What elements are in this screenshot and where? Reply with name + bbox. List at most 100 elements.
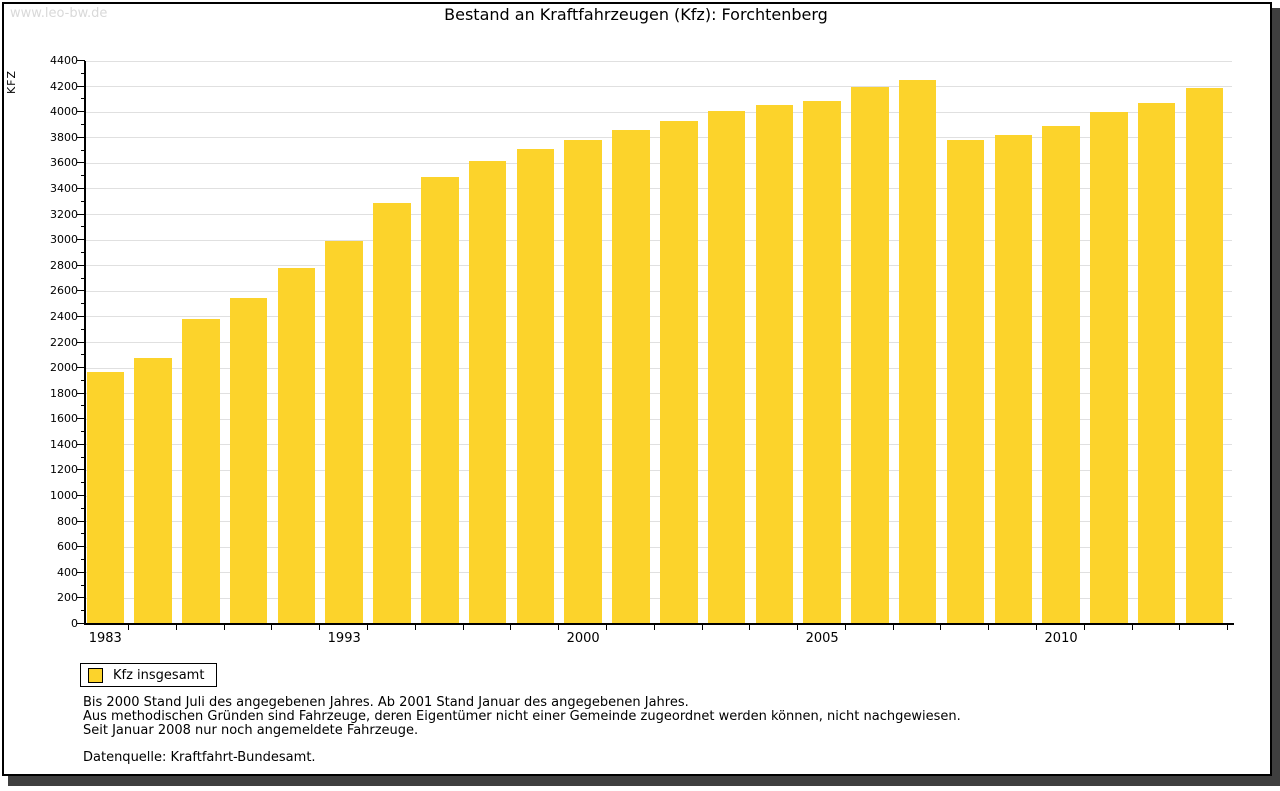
footnote-line: Aus methodischen Gründen sind Fahrzeuge,… [83,709,961,724]
footnote-line: Seit Januar 2008 nur noch angemeldete Fa… [83,723,419,738]
y-tick-label: 1800 [50,386,78,400]
x-tick [175,624,177,630]
gridline [86,572,1232,574]
y-major-tick [77,111,85,113]
gridline [86,393,1232,395]
y-minor-tick [81,456,85,458]
bar-2001 [612,130,650,624]
y-major-tick [77,495,85,497]
y-major-tick [77,290,85,292]
bar-2002 [660,121,698,624]
legend-swatch [88,667,103,683]
y-minor-tick [81,507,85,509]
x-tick [319,624,321,630]
y-minor-tick [81,610,85,612]
x-tick [558,624,560,630]
y-minor-tick [81,251,85,253]
y-tick-label: 3000 [50,233,78,247]
y-major-tick [77,239,85,241]
data-source: Datenquelle: Kraftfahrt-Bundesamt. [83,750,316,765]
bar-1987 [182,319,220,624]
gridline [86,86,1232,88]
x-tick [940,624,942,630]
gridline [86,444,1232,446]
bar-2005 [803,101,841,624]
frame-shadow-right [1272,8,1280,786]
y-minor-tick [81,175,85,177]
bar-2008 [946,140,985,624]
y-major-tick [77,418,85,420]
y-tick-label: 1400 [50,437,78,451]
bar-2006 [851,87,889,624]
bar-1985 [134,358,172,624]
y-major-tick [77,315,85,317]
bar-1998 [468,161,507,624]
bar-1983 [86,372,124,624]
x-tick [892,624,894,630]
y-tick-label: 800 [57,514,78,528]
x-tick [844,624,846,630]
y-major-tick [77,341,85,343]
gridline [86,521,1232,523]
bar-2000 [564,140,602,624]
footnote-line: Bis 2000 Stand Juli des angegebenen Jahr… [83,695,689,710]
watermark: www.leo-bw.de [10,6,108,21]
y-major-tick [77,162,85,164]
y-tick-label: 3600 [50,156,78,170]
y-minor-tick [81,200,85,202]
y-minor-tick [81,379,85,381]
x-tick [1131,624,1133,630]
y-tick-label: 400 [57,565,78,579]
y-major-tick [77,623,85,624]
y-tick-label: 4200 [50,79,78,93]
bar-1991 [277,268,316,624]
y-major-tick [77,443,85,445]
x-tick [749,624,751,630]
y-major-tick [77,136,85,138]
x-tick [271,624,273,630]
bar-1989 [229,298,268,624]
gridline [86,290,1232,292]
x-tick [462,624,464,630]
bar-2012 [1137,103,1176,624]
gridline [86,469,1232,471]
x-tick [797,624,799,630]
gridline [86,546,1232,548]
x-tick-label: 1983 [88,631,122,646]
y-axis-line [84,61,86,625]
gridline [86,316,1232,318]
y-tick-label: 1600 [50,412,78,426]
x-tick [414,624,416,630]
y-tick-label: 600 [57,540,78,554]
x-tick-label: 1993 [327,631,361,646]
gridline [86,265,1232,267]
x-tick [1036,624,1038,630]
x-tick-label: 2000 [566,631,600,646]
y-minor-tick [81,123,85,125]
y-minor-tick [81,354,85,356]
y-major-tick [77,520,85,522]
y-major-tick [77,264,85,266]
y-tick-label: 1000 [50,489,78,503]
gridline [86,342,1232,343]
y-tick-label: 2400 [50,309,78,323]
x-tick [128,624,129,630]
gridline [86,597,1232,599]
bar-2010 [1042,126,1080,624]
y-tick-label: 200 [57,591,78,605]
y-tick-label: 4400 [50,54,78,67]
gridline [86,367,1232,369]
gridline [86,188,1232,190]
x-tick-label: 2010 [1044,631,1078,646]
bar-2003 [707,111,746,624]
bar-1997 [421,177,459,624]
x-tick [1179,624,1181,630]
y-tick-label: 0 [71,617,78,630]
bar-2011 [1090,112,1128,624]
y-minor-tick [81,149,85,151]
gridline [86,60,1232,62]
x-tick [1083,624,1085,630]
y-tick-label: 2000 [50,361,78,375]
y-major-tick [77,85,85,87]
